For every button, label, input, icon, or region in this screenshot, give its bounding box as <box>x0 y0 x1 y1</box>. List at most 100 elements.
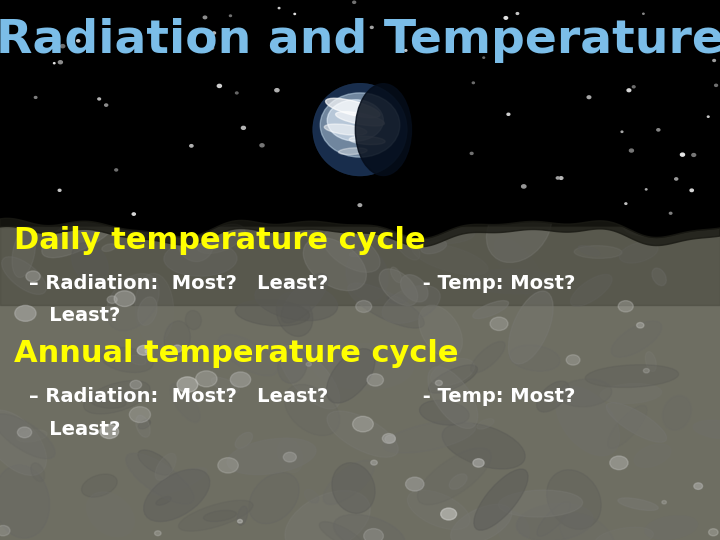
Circle shape <box>278 8 280 9</box>
Ellipse shape <box>197 224 245 254</box>
Circle shape <box>0 525 10 536</box>
Ellipse shape <box>428 367 478 428</box>
Ellipse shape <box>442 423 525 469</box>
Ellipse shape <box>611 321 662 357</box>
Circle shape <box>621 33 622 35</box>
Ellipse shape <box>477 418 494 429</box>
Circle shape <box>77 39 80 42</box>
Circle shape <box>241 126 246 130</box>
Ellipse shape <box>420 400 469 425</box>
Circle shape <box>385 435 395 443</box>
Circle shape <box>715 84 718 86</box>
Circle shape <box>173 345 182 352</box>
Ellipse shape <box>570 274 612 306</box>
Circle shape <box>364 529 384 540</box>
Ellipse shape <box>177 222 214 261</box>
Ellipse shape <box>284 384 340 436</box>
Circle shape <box>235 92 238 94</box>
Ellipse shape <box>600 383 662 403</box>
Ellipse shape <box>408 490 470 530</box>
Ellipse shape <box>606 403 667 442</box>
Ellipse shape <box>349 136 385 145</box>
Circle shape <box>662 501 667 504</box>
Circle shape <box>15 306 36 321</box>
Ellipse shape <box>156 496 171 505</box>
Circle shape <box>675 178 678 180</box>
Circle shape <box>17 427 32 438</box>
Ellipse shape <box>428 365 477 393</box>
Ellipse shape <box>595 527 654 540</box>
Circle shape <box>708 529 718 536</box>
Ellipse shape <box>320 93 400 157</box>
Circle shape <box>294 14 295 15</box>
Ellipse shape <box>516 503 593 540</box>
Circle shape <box>405 477 424 491</box>
Circle shape <box>557 177 559 179</box>
Ellipse shape <box>135 415 150 437</box>
Ellipse shape <box>237 506 248 525</box>
Ellipse shape <box>326 349 375 403</box>
Circle shape <box>587 96 591 99</box>
Ellipse shape <box>126 453 194 504</box>
Ellipse shape <box>624 222 660 237</box>
Ellipse shape <box>276 292 312 336</box>
Circle shape <box>130 407 150 422</box>
Circle shape <box>260 144 264 147</box>
Ellipse shape <box>303 238 366 291</box>
Ellipse shape <box>102 347 153 373</box>
Circle shape <box>177 377 198 393</box>
Circle shape <box>490 317 508 330</box>
Ellipse shape <box>81 474 117 497</box>
Ellipse shape <box>662 395 691 430</box>
Circle shape <box>100 424 119 438</box>
Circle shape <box>130 380 142 389</box>
Ellipse shape <box>138 297 157 326</box>
Ellipse shape <box>451 504 512 540</box>
Circle shape <box>483 57 485 58</box>
Ellipse shape <box>12 227 35 278</box>
Ellipse shape <box>634 444 671 468</box>
Ellipse shape <box>508 291 553 364</box>
Ellipse shape <box>384 421 475 453</box>
Text: – Radiation:  Most?   Least?              - Temp: Most?: – Radiation: Most? Least? - Temp: Most? <box>29 274 575 293</box>
Ellipse shape <box>71 242 108 283</box>
Ellipse shape <box>313 343 413 390</box>
Ellipse shape <box>170 383 200 422</box>
Ellipse shape <box>279 346 340 409</box>
Ellipse shape <box>546 470 601 529</box>
Circle shape <box>60 45 65 48</box>
Circle shape <box>504 17 508 19</box>
Circle shape <box>230 372 251 387</box>
Ellipse shape <box>285 490 370 540</box>
Circle shape <box>657 42 660 44</box>
Ellipse shape <box>323 460 374 504</box>
Ellipse shape <box>356 84 412 176</box>
Ellipse shape <box>474 469 528 530</box>
Ellipse shape <box>0 414 55 459</box>
Circle shape <box>114 169 117 171</box>
Circle shape <box>521 185 526 188</box>
Ellipse shape <box>449 474 467 489</box>
Ellipse shape <box>313 84 407 176</box>
Ellipse shape <box>323 230 380 272</box>
Circle shape <box>367 374 384 386</box>
Circle shape <box>692 153 696 157</box>
Ellipse shape <box>112 341 118 355</box>
Ellipse shape <box>138 420 150 429</box>
Circle shape <box>645 189 647 190</box>
Ellipse shape <box>498 490 582 517</box>
Circle shape <box>644 368 649 373</box>
Circle shape <box>275 89 279 92</box>
Ellipse shape <box>432 228 474 244</box>
Ellipse shape <box>510 345 560 371</box>
Ellipse shape <box>498 511 529 540</box>
Circle shape <box>371 460 377 465</box>
Circle shape <box>441 508 456 520</box>
Circle shape <box>283 452 297 462</box>
Ellipse shape <box>332 463 375 514</box>
Ellipse shape <box>179 500 253 531</box>
Circle shape <box>217 84 222 87</box>
Circle shape <box>627 89 631 92</box>
Circle shape <box>657 129 660 131</box>
Ellipse shape <box>42 208 121 258</box>
